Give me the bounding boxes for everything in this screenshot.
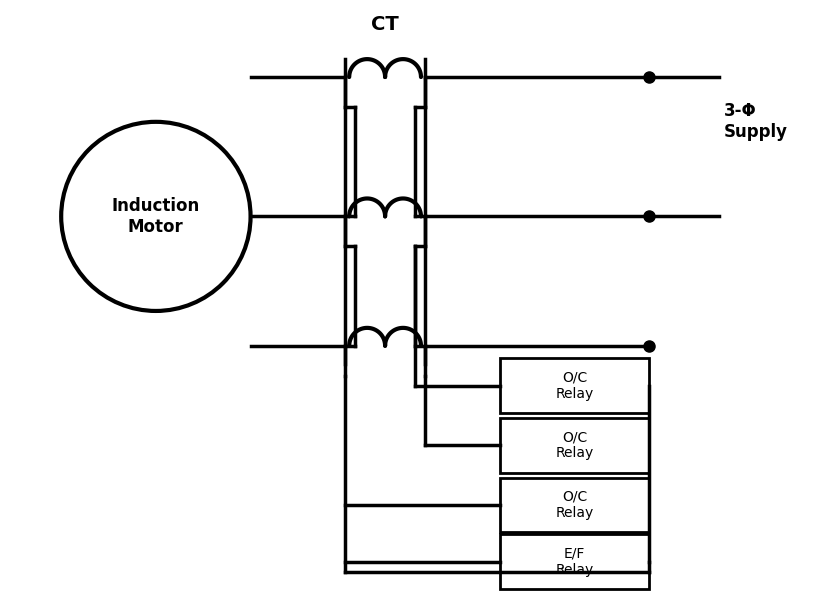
FancyBboxPatch shape bbox=[499, 418, 648, 473]
Text: 3-Φ
Supply: 3-Φ Supply bbox=[723, 102, 787, 141]
Text: Induction
Motor: Induction Motor bbox=[112, 197, 200, 236]
Text: CT: CT bbox=[371, 15, 398, 34]
Text: O/C
Relay: O/C Relay bbox=[555, 430, 593, 460]
Text: E/F
Relay: E/F Relay bbox=[555, 547, 593, 577]
FancyBboxPatch shape bbox=[499, 358, 648, 413]
Text: O/C
Relay: O/C Relay bbox=[555, 370, 593, 401]
FancyBboxPatch shape bbox=[499, 478, 648, 532]
Text: O/C
Relay: O/C Relay bbox=[555, 490, 593, 520]
FancyBboxPatch shape bbox=[499, 534, 648, 589]
